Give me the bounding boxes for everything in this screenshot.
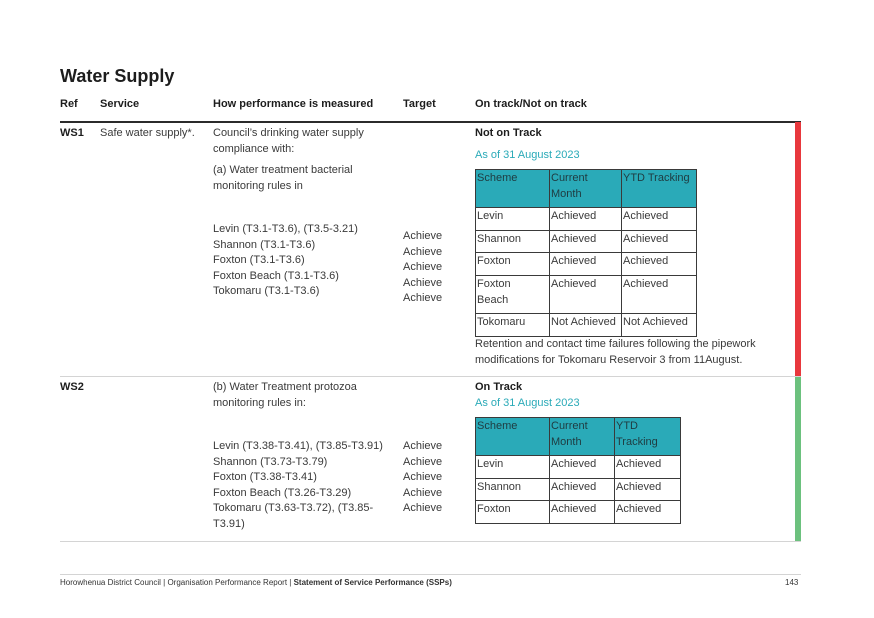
table-header-cell: Scheme — [475, 169, 550, 208]
table-cell: Achieved — [549, 478, 615, 501]
ws1-scheme-list: Levin (T3.1-T3.6), (T3.5-3.21) Shannon (… — [213, 223, 358, 297]
table-cell: Achieved — [549, 207, 622, 231]
ws2-status: On Track — [475, 381, 523, 393]
table-row: Foxton Achieved Achieved — [475, 252, 697, 276]
ws2-as-of-date: As of 31 August 2023 — [475, 397, 580, 409]
table-cell: Achieved — [549, 275, 622, 314]
table-cell: Foxton Beach — [475, 275, 550, 314]
table-row: Shannon Achieved Achieved — [475, 230, 697, 253]
header-status: On track/Not on track — [475, 98, 587, 110]
ws1-service: Safe water supply*. — [100, 127, 195, 139]
ws2-measure-sub: (b) Water Treatment protozoa monitoring … — [213, 381, 357, 409]
table-header-cell: Current Month — [549, 169, 622, 208]
ws2-scheme-list: Levin (T3.38-T3.41), (T3.85-T3.91) Shann… — [213, 440, 383, 530]
table-cell: Foxton — [475, 500, 550, 524]
table-cell: Tokomaru — [475, 313, 550, 337]
table-cell: Achieved — [614, 455, 681, 479]
page-number: 143 — [785, 578, 799, 587]
table-cell: Achieved — [621, 230, 697, 253]
table-cell: Shannon — [475, 230, 550, 253]
page-title: Water Supply — [60, 66, 175, 86]
table-cell: Achieved — [549, 252, 622, 276]
header-measure: How performance is measured — [213, 98, 374, 110]
row-divider — [60, 376, 801, 377]
ws1-target-list: Achieve Achieve Achieve Achieve Achieve — [403, 230, 443, 304]
ws2-target-list: Achieve Achieve Achieve Achieve Achieve — [403, 440, 443, 514]
ws1-ref: WS1 — [60, 127, 84, 139]
footer-rule — [60, 574, 801, 575]
table-cell: Achieved — [621, 275, 697, 314]
ws2-results-table: Scheme Current Month YTD Tracking Levin Ac… — [475, 417, 681, 524]
ws1-as-of-date: As of 31 August 2023 — [475, 149, 580, 161]
ws1-status: Not on Track — [475, 127, 542, 139]
table-cell: Foxton — [475, 252, 550, 276]
table-row: Levin Achieved Achieved — [475, 207, 697, 231]
status-bar-on-track — [795, 377, 801, 541]
row-divider — [60, 541, 801, 542]
table-header-cell: YTD Tracking — [614, 417, 681, 456]
table-cell: Levin — [475, 455, 550, 479]
table-cell: Not Achieved — [549, 313, 622, 337]
table-cell: Achieved — [549, 455, 615, 479]
table-cell: Not Achieved — [621, 313, 697, 337]
header-target: Target — [403, 98, 436, 110]
header-rule — [60, 121, 801, 123]
table-row: Foxton Beach Achieved Achieved — [475, 275, 697, 314]
table-cell: Achieved — [614, 478, 681, 501]
table-row: Levin Achieved Achieved — [475, 455, 681, 479]
table-cell: Levin — [475, 207, 550, 231]
table-header-cell: YTD Tracking — [621, 169, 697, 208]
ws2-ref: WS2 — [60, 381, 84, 393]
table-cell: Achieved — [614, 500, 681, 524]
table-cell: Shannon — [475, 478, 550, 501]
table-row: Shannon Achieved Achieved — [475, 478, 681, 501]
table-header-row: Scheme Current Month YTD Tracking — [475, 169, 697, 208]
ws1-results-table: Scheme Current Month YTD Tracking Levin A… — [475, 169, 697, 337]
table-header-cell: Current Month — [549, 417, 615, 456]
table-header-row: Scheme Current Month YTD Tracking — [475, 417, 681, 456]
table-row: Tokomaru Not Achieved Not Achieved — [475, 313, 697, 337]
table-header-cell: Scheme — [475, 417, 550, 456]
footer-text: Horowhenua District Council | Organisati… — [60, 578, 452, 587]
status-bar-not-on-track — [795, 122, 801, 376]
table-row: Foxton Achieved Achieved — [475, 500, 681, 524]
header-ref: Ref — [60, 98, 78, 110]
ws1-measure-sub: (a) Water treatment bacterial monitoring… — [213, 164, 353, 192]
ws1-measure-intro: Council’s drinking water supply complian… — [213, 127, 364, 155]
table-cell: Achieved — [621, 207, 697, 231]
table-cell: Achieved — [549, 500, 615, 524]
header-service: Service — [100, 98, 140, 110]
ws1-note: Retention and contact time failures foll… — [475, 338, 756, 366]
table-cell: Achieved — [621, 252, 697, 276]
table-cell: Achieved — [549, 230, 622, 253]
